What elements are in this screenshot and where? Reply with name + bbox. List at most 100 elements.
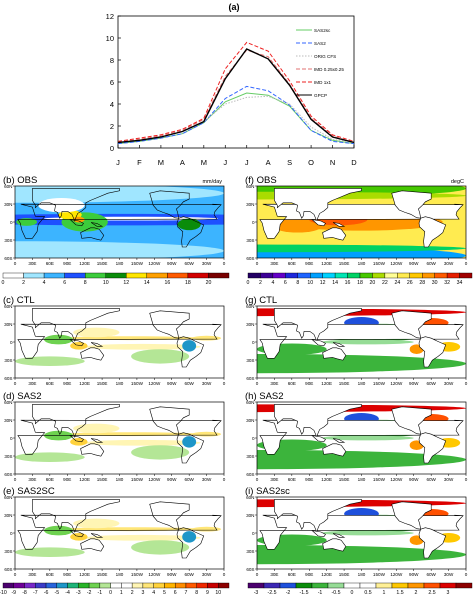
map-field (257, 186, 466, 258)
colorbar-swatch (409, 272, 423, 279)
colorbar-tick-label: 4 (43, 280, 46, 286)
lat-tick-label: 30N (246, 513, 254, 518)
lon-tick-label: 120W (390, 261, 403, 266)
continent-outline (322, 347, 347, 361)
lon-tick-label: 150E (339, 381, 350, 386)
lon-tick-label: 120W (390, 477, 403, 482)
continent-outline (149, 310, 190, 339)
colorbar-swatch (164, 582, 176, 589)
lat-tick-label: 30S (4, 454, 12, 459)
continent-outline (274, 404, 362, 438)
continent-outline (391, 406, 432, 435)
continent-outline (311, 339, 326, 347)
lon-tick-label: 120E (79, 261, 90, 266)
lat-tick-label: 30N (246, 322, 254, 327)
colorbar-swatch (322, 272, 336, 279)
continent-outline (90, 533, 104, 538)
colorbar-tick-label: -4 (65, 590, 70, 594)
lon-tick-label: 150W (373, 381, 386, 386)
x-tick-label: J (245, 158, 249, 167)
lon-tick-label: 0 (14, 381, 17, 386)
bias-band (320, 435, 414, 441)
series-line-imd-0-25x0-25 (118, 49, 354, 143)
colorbar-tick-label: -10 (0, 590, 7, 594)
colorbars: 0 2 4 6 8 10 12 14 16 18 20 0 2 4 6 8 10 12 14 16 18 20 22 24 26… (0, 272, 473, 594)
colorbar-tick-label: -1.5 (300, 590, 309, 594)
lat-tick-label: 30S (246, 238, 254, 243)
lon-tick-label: 30E (28, 381, 36, 386)
bias-band (257, 450, 466, 470)
continent-outline (90, 342, 104, 347)
lon-tick-label: 60W (184, 477, 194, 482)
lon-tick-label: 30W (444, 381, 454, 386)
colorbar-tick-label: 26 (407, 280, 413, 286)
colorbar-swatch (105, 272, 127, 279)
lon-tick-label: 90W (167, 572, 177, 577)
bias-band (84, 534, 201, 541)
x-tick-label: N (330, 158, 335, 167)
lon-tick-label: 150W (131, 381, 144, 386)
lon-tick-label: 0 (256, 572, 259, 577)
lon-tick-label: 0 (14, 261, 17, 266)
legend-label: IMD 0.25x0.25 (314, 67, 344, 72)
colorbar-tick-label: 2 (259, 280, 262, 286)
lon-tick-label: 150W (131, 572, 144, 577)
lon-tick-label: 30E (270, 381, 278, 386)
lon-tick-label: 90W (167, 381, 177, 386)
lat-tick-label: 30S (246, 454, 254, 459)
colorbar-swatch (153, 582, 165, 589)
lon-tick-label: 60W (426, 261, 436, 266)
colorbar-swatch (347, 272, 361, 279)
map-units: degC (451, 179, 464, 185)
lat-tick-label: 60N (4, 400, 12, 405)
colorbar-swatch (2, 582, 14, 589)
continent-outline (69, 530, 84, 538)
lon-tick-label: 60W (184, 261, 194, 266)
colorbar-swatch (121, 582, 133, 589)
x-tick-label: M (158, 158, 164, 167)
colorbar-tick-label: 9 (206, 590, 209, 594)
continent-outline (176, 432, 205, 464)
colorbar-tick-label: 10 (307, 280, 313, 286)
lon-tick-label: 180 (358, 381, 366, 386)
lat-tick-label: 60N (246, 304, 254, 309)
lon-tick-label: 30W (444, 572, 454, 577)
lon-tick-label: 120W (148, 477, 161, 482)
map-field (15, 186, 224, 258)
series-line-gpcp (118, 48, 354, 144)
continent-outline (176, 216, 205, 248)
colorbar-swatch (295, 582, 313, 589)
panel-a-legend: SAS2sc SAS2 ORIG CFS IMD 0.25x0.25 IMD 1x1 GP… (296, 28, 344, 98)
lon-tick-label: 30E (28, 572, 36, 577)
colorbar-swatch (247, 582, 265, 589)
legend-label: SAS2sc (314, 28, 331, 33)
bias-blob (70, 438, 88, 446)
colorbar-tick-label: 22 (382, 280, 388, 286)
continent-outline (322, 227, 347, 241)
colorbar-tick-label: 0 (351, 590, 354, 594)
lat-tick-label: 60S (246, 472, 254, 477)
bias-blob (73, 327, 120, 338)
bias-blob (182, 436, 197, 448)
lon-tick-label: 60W (426, 381, 436, 386)
bias-band (84, 439, 201, 446)
continent-outline (90, 438, 104, 443)
bias-band (320, 530, 414, 536)
continent-outline (176, 336, 205, 368)
lon-tick-label: 120E (79, 381, 90, 386)
lon-tick-label: 180 (358, 572, 366, 577)
continent-outline (17, 323, 222, 359)
continent-outline (32, 308, 120, 342)
colorbar-tick-label: 4 (152, 590, 155, 594)
lon-tick-label: 180 (358, 261, 366, 266)
lon-tick-label: 120E (321, 572, 332, 577)
lon-tick-label: 60E (46, 381, 54, 386)
lon-tick-label: 150W (373, 572, 386, 577)
bias-blob (192, 526, 222, 532)
lon-tick-label: 150E (339, 261, 350, 266)
colorbar-swatch (43, 272, 65, 279)
colorbar-tick-label: 0.5 (364, 590, 371, 594)
